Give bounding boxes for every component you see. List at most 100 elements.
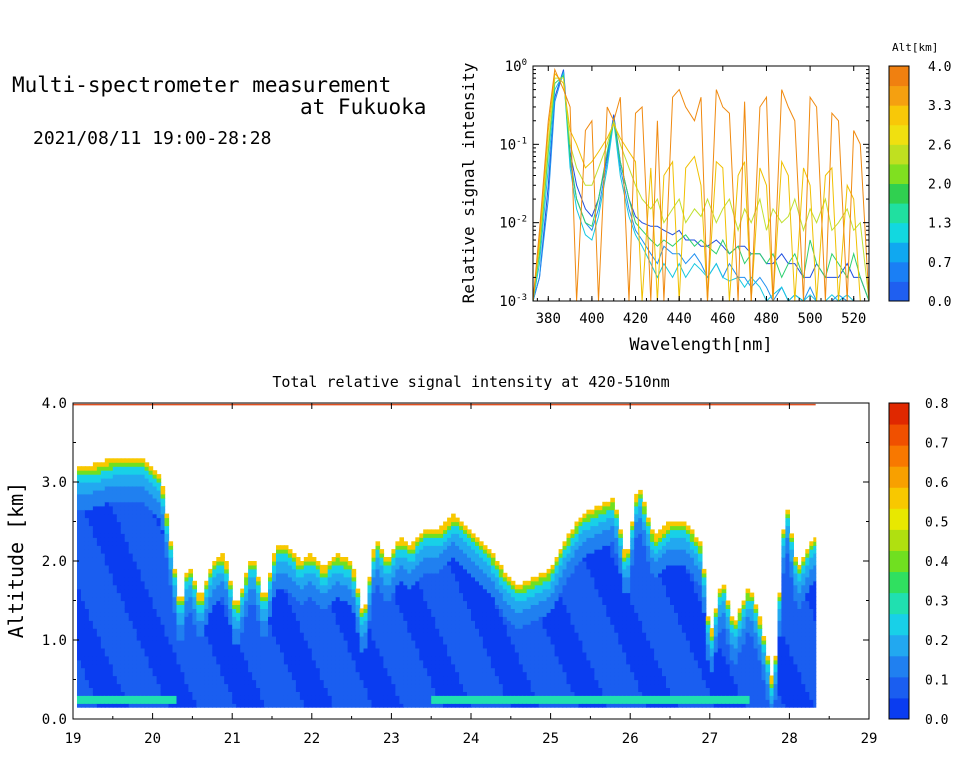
heatmap-cell — [128, 501, 134, 507]
heatmap-cell — [494, 572, 500, 578]
heatmap-cell — [81, 561, 86, 566]
heatmap-cell — [399, 643, 404, 649]
heatmap-cell — [307, 667, 313, 673]
heatmap-cell — [347, 584, 353, 590]
heatmap-cell — [482, 640, 488, 645]
heatmap-cell — [482, 683, 488, 688]
heatmap-cell — [303, 636, 309, 641]
spectrum-x-tick-label: 520 — [841, 311, 866, 327]
heatmap-cell — [447, 620, 452, 625]
heatmap-cell — [268, 647, 273, 653]
heatmap-cell — [272, 588, 277, 594]
heatmap-cell — [168, 655, 174, 661]
heatmap-cell — [168, 620, 174, 625]
heatmap-cell — [506, 643, 512, 649]
heatmap-cell — [387, 624, 392, 629]
heatmap-cell — [148, 497, 154, 503]
heatmap-cell — [403, 568, 408, 574]
heatmap-cell — [291, 687, 297, 692]
heatmap-cell — [311, 616, 317, 621]
heatmap-cell — [323, 699, 329, 704]
heatmap-cell — [172, 651, 178, 657]
heatmap-cell — [526, 663, 532, 669]
heatmap-cell — [184, 683, 189, 688]
heatmap-cell — [490, 647, 496, 653]
heatmap-cell — [144, 497, 150, 503]
heatmap-cell — [522, 651, 528, 657]
heatmap-cell — [371, 553, 377, 558]
heatmap-cell — [248, 691, 253, 696]
heatmap-cell — [490, 691, 496, 696]
heatmap-cell — [331, 671, 337, 677]
heatmap-cell — [347, 561, 353, 566]
heatmap-cell — [403, 572, 408, 578]
heatmap-cell — [343, 561, 349, 566]
heatmap-cell — [367, 703, 373, 708]
heatmap-cell — [510, 695, 516, 700]
heatmap-cell — [475, 647, 480, 653]
heatmap-cell — [200, 636, 205, 641]
heatmap-cell — [423, 679, 428, 685]
heatmap-cell — [140, 691, 146, 696]
heatmap-cell — [331, 643, 337, 649]
heatmap-cell — [216, 667, 221, 673]
heatmap-cell — [475, 549, 480, 554]
heatmap-cell — [379, 687, 385, 692]
heatmap-cell — [216, 640, 221, 645]
heatmap-cell — [447, 549, 452, 554]
heatmap-cell — [272, 620, 277, 625]
heatmap-cell — [443, 651, 448, 657]
heatmap-cell — [494, 616, 500, 621]
heatmap-cell — [228, 655, 233, 661]
heatmap-cell — [315, 679, 321, 685]
heatmap-cell — [84, 580, 90, 586]
heatmap-cell — [100, 509, 106, 515]
spectrum-y-tick-label: 10-3 — [499, 293, 527, 310]
heatmap-cell — [335, 636, 341, 641]
heatmap-cell — [112, 695, 118, 700]
heatmap-cell — [228, 675, 233, 681]
heatmap-cell — [156, 572, 162, 578]
heatmap-cell — [116, 493, 122, 499]
heatmap-cell — [387, 620, 392, 625]
heatmap-cell — [475, 561, 480, 566]
heatmap-cell — [467, 695, 472, 700]
heatmap-cell — [307, 561, 313, 566]
heatmap-cell — [383, 640, 388, 645]
heatmap-cell — [216, 624, 221, 629]
heatmap-cell — [200, 687, 205, 692]
heatmap-cell — [323, 572, 329, 578]
heatmap-cell — [431, 643, 436, 649]
heatmap-cell — [383, 564, 388, 570]
heatmap-cell — [518, 699, 524, 704]
heatmap-cell — [81, 580, 86, 586]
heatmap-cell — [407, 612, 412, 617]
heatmap-cell — [303, 703, 309, 708]
heatmap-cell — [204, 612, 209, 617]
heatmap-cell — [339, 683, 345, 688]
heatmap-cell — [391, 640, 396, 645]
heatmap-cell — [128, 640, 134, 645]
heatmap-cell — [447, 695, 452, 700]
heatmap-cell — [494, 640, 500, 645]
heatmap-cell — [486, 576, 492, 582]
heatmap-cell — [144, 600, 150, 605]
heatmap-cell — [494, 659, 500, 665]
heatmap-cell — [439, 541, 444, 546]
heatmap-cell — [518, 640, 524, 645]
heatmap-cell — [124, 572, 130, 578]
heatmap-cell — [451, 604, 456, 609]
heatmap-cell — [148, 620, 154, 625]
heatmap-cell — [471, 655, 476, 661]
heatmap-cell — [411, 564, 416, 570]
heatmap-cell — [144, 703, 150, 708]
heatmap-cell — [152, 651, 158, 657]
heatmap-cell — [331, 576, 337, 582]
heatmap-cell — [399, 604, 404, 609]
heatmap-cell — [96, 541, 102, 546]
heatmap-cell — [152, 576, 158, 582]
heatmap-cell — [283, 616, 289, 621]
heatmap-cell — [407, 667, 412, 673]
heatmap-cell — [104, 695, 110, 700]
heatmap-cell — [228, 667, 233, 673]
